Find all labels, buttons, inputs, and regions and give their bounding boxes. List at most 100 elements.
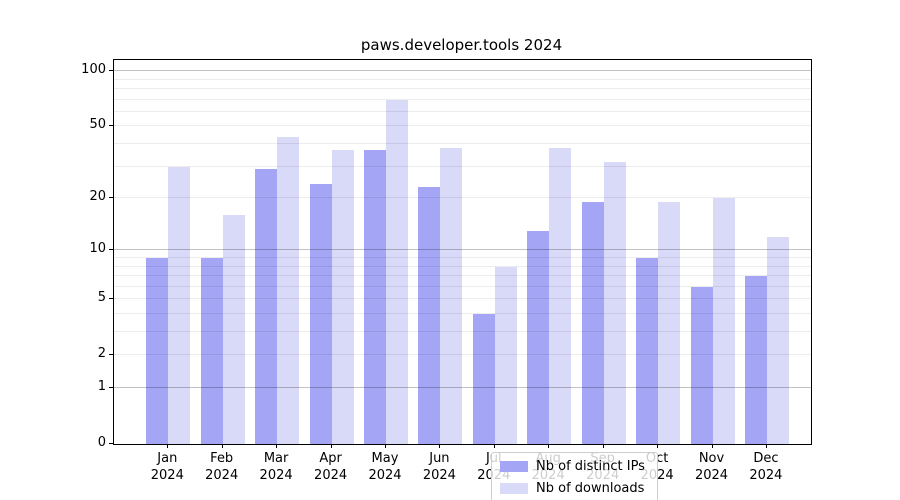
gridline-minor bbox=[114, 257, 811, 258]
gridline-minor bbox=[114, 197, 811, 199]
bar-may-distinct-ips bbox=[363, 150, 386, 444]
y-tick-label: 100 bbox=[81, 62, 106, 78]
y-tick-label: 5 bbox=[97, 290, 106, 306]
x-tick-month: May bbox=[371, 451, 399, 466]
bar-aug-downloads bbox=[549, 148, 572, 444]
x-tick-month: Nov bbox=[698, 451, 725, 466]
y-tick-mark bbox=[109, 197, 113, 199]
bar-oct-distinct-ips bbox=[636, 258, 659, 444]
bar-dec-downloads bbox=[766, 236, 789, 444]
x-tick-year: 2024 bbox=[259, 468, 293, 483]
y-tick-mark bbox=[109, 354, 113, 356]
bar-dec-distinct-ips bbox=[744, 276, 767, 444]
x-tick-mark bbox=[276, 444, 278, 448]
y-tick-label: 20 bbox=[89, 189, 106, 205]
gridline-minor bbox=[114, 165, 811, 167]
x-tick-mark bbox=[439, 444, 441, 448]
bar-jun-downloads bbox=[440, 148, 463, 444]
x-tick-label-jun: Jun 2024 bbox=[407, 450, 471, 484]
bar-mar-downloads bbox=[277, 136, 300, 444]
legend-label-downloads: Nb of downloads bbox=[536, 481, 645, 496]
bar-jan-downloads bbox=[168, 166, 191, 444]
legend-entry-downloads: Nb of downloads bbox=[500, 480, 649, 497]
gridline-minor bbox=[114, 98, 811, 100]
y-tick-mark bbox=[109, 70, 113, 72]
bar-aug-distinct-ips bbox=[527, 230, 550, 444]
x-tick-label-nov: Nov 2024 bbox=[680, 450, 744, 484]
x-tick-mark bbox=[765, 444, 767, 448]
bar-jun-distinct-ips bbox=[418, 187, 441, 444]
gridline-minor bbox=[114, 143, 811, 144]
bar-jan-distinct-ips bbox=[146, 258, 169, 444]
y-tick-mark bbox=[109, 298, 113, 300]
x-tick-mark bbox=[385, 444, 386, 448]
x-tick-month: Feb bbox=[210, 451, 234, 466]
x-tick-label-mar: Mar 2024 bbox=[244, 450, 308, 484]
x-tick-month: Jun bbox=[429, 451, 450, 466]
x-tick-mark bbox=[167, 444, 169, 448]
gridline-major bbox=[114, 70, 811, 72]
bar-sep-downloads bbox=[603, 161, 626, 444]
x-tick-year: 2024 bbox=[749, 468, 783, 483]
gridline-minor bbox=[114, 298, 811, 300]
bar-jul-distinct-ips bbox=[472, 314, 495, 444]
gridline-minor bbox=[114, 125, 811, 127]
x-tick-mark bbox=[657, 444, 659, 448]
x-tick-mark bbox=[711, 444, 713, 448]
legend-entry-distinct-ips: Nb of distinct IPs bbox=[500, 458, 649, 475]
gridline-minor bbox=[114, 275, 811, 276]
x-tick-year: 2024 bbox=[422, 468, 456, 483]
y-tick-mark bbox=[109, 249, 113, 251]
x-tick-mark bbox=[602, 444, 604, 448]
gridline-minor bbox=[114, 331, 811, 332]
bar-feb-distinct-ips bbox=[200, 258, 223, 444]
y-tick-label: 1 bbox=[97, 379, 106, 394]
gridline-minor bbox=[114, 265, 811, 267]
bar-apr-distinct-ips bbox=[309, 184, 332, 444]
bar-nov-downloads bbox=[712, 198, 735, 444]
y-tick-label: 10 bbox=[89, 241, 106, 257]
legend-swatch-downloads bbox=[500, 483, 528, 494]
gridline-major bbox=[114, 387, 811, 388]
bar-nov-distinct-ips bbox=[690, 286, 713, 444]
gridline-minor bbox=[114, 110, 811, 112]
bar-sep-distinct-ips bbox=[581, 202, 604, 444]
x-tick-mark bbox=[221, 444, 223, 448]
gridline-minor bbox=[114, 285, 811, 287]
gridline-minor bbox=[114, 354, 811, 356]
x-tick-label-dec: Dec 2024 bbox=[734, 450, 798, 484]
legend-label-distinct-ips: Nb of distinct IPs bbox=[536, 459, 645, 474]
x-tick-mark bbox=[548, 444, 550, 448]
x-tick-year: 2024 bbox=[694, 468, 729, 483]
gridline-major bbox=[114, 249, 811, 251]
bar-apr-downloads bbox=[331, 150, 354, 444]
x-tick-year: 2024 bbox=[368, 468, 402, 483]
y-tick-label: 50 bbox=[89, 117, 106, 133]
bar-may-downloads bbox=[385, 99, 408, 444]
bar-jul-downloads bbox=[494, 266, 517, 444]
y-tick-mark bbox=[109, 443, 113, 444]
gridline-minor bbox=[114, 313, 811, 314]
chart-title: paws.developer.tools 2024 bbox=[360, 36, 563, 54]
x-tick-month: Mar bbox=[263, 451, 289, 466]
y-tick-mark bbox=[109, 387, 113, 388]
x-tick-year: 2024 bbox=[314, 468, 348, 483]
y-tick-mark bbox=[109, 125, 113, 127]
x-tick-year: 2024 bbox=[150, 468, 184, 483]
x-tick-year: 2024 bbox=[205, 468, 239, 483]
bar-mar-distinct-ips bbox=[255, 169, 278, 444]
x-tick-label-jan: Jan 2024 bbox=[135, 450, 199, 484]
gridline-minor bbox=[114, 78, 811, 80]
x-tick-mark bbox=[330, 444, 332, 448]
bar-oct-downloads bbox=[658, 202, 681, 444]
x-tick-month: Jan bbox=[157, 451, 178, 466]
plot-area: Nb of distinct IPs Nb of downloads bbox=[113, 59, 812, 500]
y-tick-label: 0 bbox=[97, 435, 106, 450]
x-tick-mark bbox=[493, 444, 495, 448]
x-tick-label-may: May 2024 bbox=[353, 450, 417, 484]
x-tick-month: Apr bbox=[319, 451, 342, 466]
x-tick-label-feb: Feb 2024 bbox=[190, 450, 254, 484]
x-tick-month: Dec bbox=[753, 451, 779, 466]
x-tick-label-apr: Apr 2024 bbox=[299, 450, 363, 484]
